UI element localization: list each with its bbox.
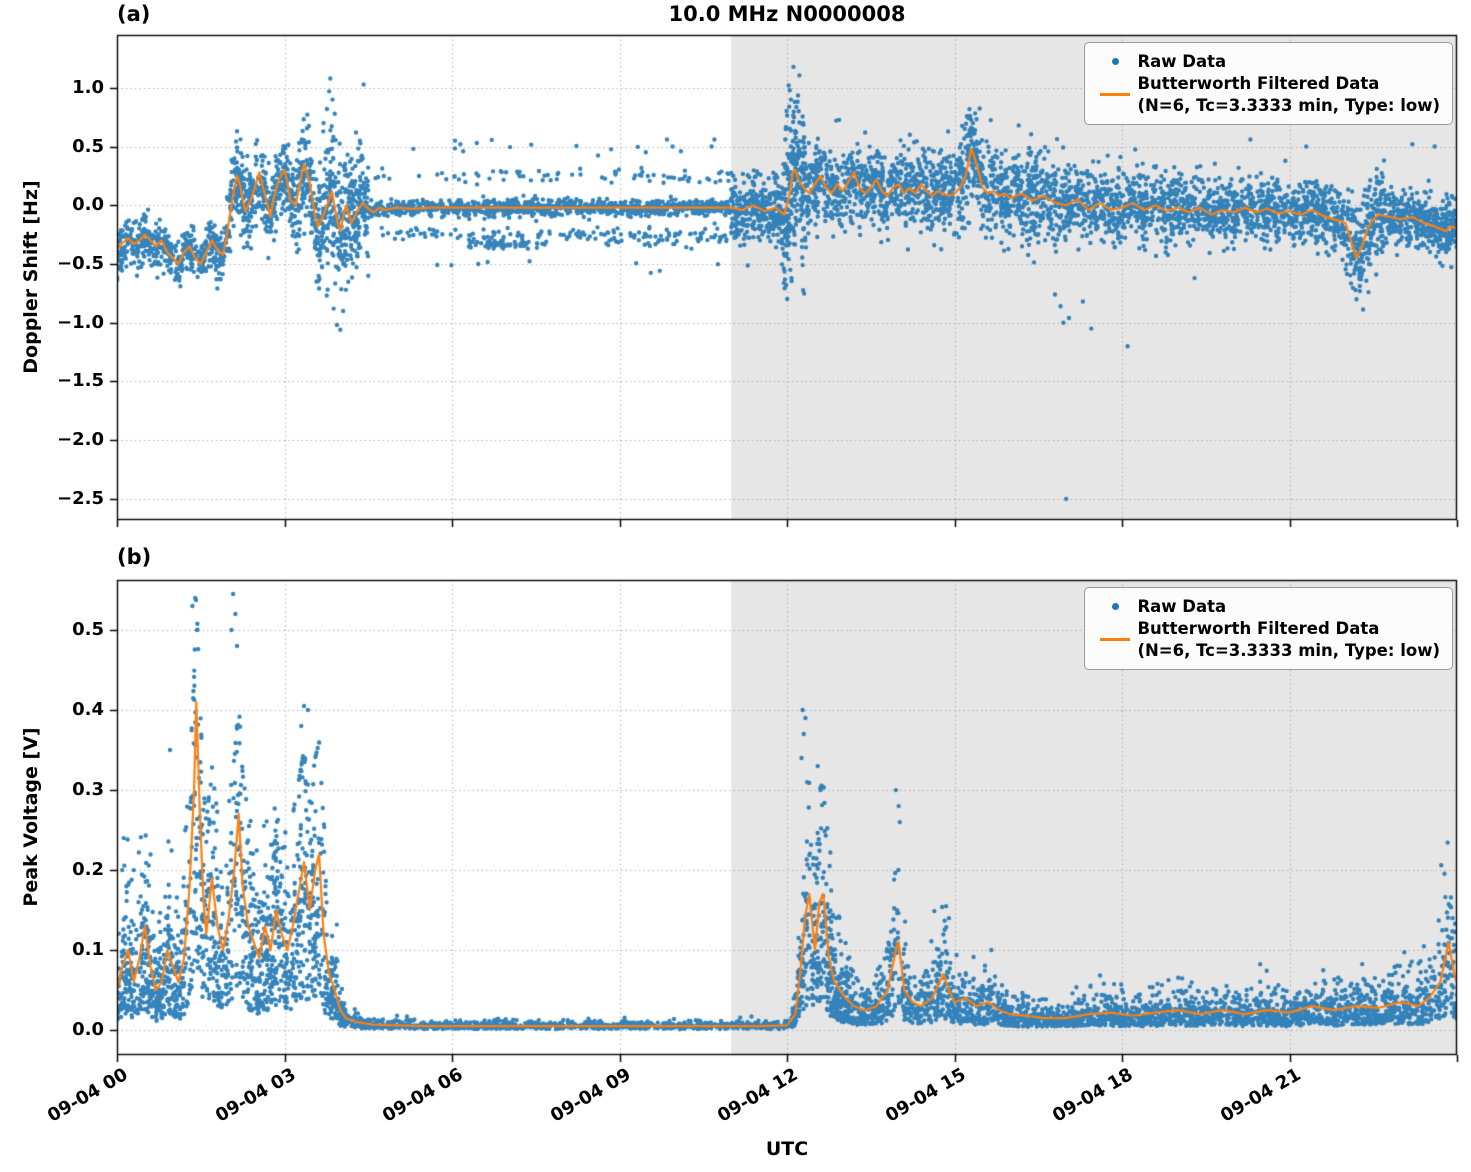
y-tick-label-a: −0.5: [57, 252, 104, 274]
legend-entry-filtered: Butterworth Filtered Data (N=6, Tc=3.333…: [1093, 618, 1440, 662]
legend-raw-label: Raw Data: [1137, 597, 1227, 616]
x-axis-label: UTC: [765, 1138, 809, 1160]
legend-filtered-label: Butterworth Filtered Data (N=6, Tc=3.333…: [1137, 73, 1440, 117]
legend-filtered-label: Butterworth Filtered Data (N=6, Tc=3.333…: [1137, 618, 1440, 662]
legend-filtered-line1: Butterworth Filtered Data: [1137, 618, 1380, 638]
y-tick-label-b: 0.4: [72, 699, 104, 721]
legend-entry-filtered: Butterworth Filtered Data (N=6, Tc=3.333…: [1093, 73, 1440, 117]
y-tick-label-a: 0.0: [72, 194, 104, 216]
y-tick-label-b: 0.5: [72, 619, 104, 641]
legend-raw-label: Raw Data: [1137, 52, 1227, 71]
raw-data-marker-icon: [1093, 603, 1137, 611]
y-tick-label-b: 0.3: [72, 779, 104, 801]
legend-filtered-line2: (N=6, Tc=3.3333 min, Type: low): [1137, 95, 1440, 115]
y-tick-label-a: 0.5: [72, 135, 104, 157]
y-tick-label-a: −2.0: [57, 429, 104, 451]
panel-a-label: (a): [117, 2, 151, 26]
filtered-line-marker-icon: [1093, 93, 1137, 97]
y-tick-label-a: −1.5: [57, 370, 104, 392]
filtered-line-marker-icon: [1093, 638, 1137, 642]
y-tick-label-a: −1.0: [57, 311, 104, 333]
panel-b-label: (b): [117, 545, 152, 569]
legend-filtered-line2: (N=6, Tc=3.3333 min, Type: low): [1137, 640, 1440, 660]
chart-title: 10.0 MHz N0000008: [668, 2, 906, 26]
raw-data-marker-icon: [1093, 58, 1137, 66]
legend-a: Raw Data Butterworth Filtered Data (N=6,…: [1084, 42, 1453, 126]
y-tick-label-a: 1.0: [72, 76, 104, 98]
legend-entry-raw: Raw Data: [1093, 51, 1440, 73]
y-tick-label-b: 0.2: [72, 859, 104, 881]
legend-entry-raw: Raw Data: [1093, 596, 1440, 618]
y-tick-label-b: 0.0: [72, 1019, 104, 1041]
y-tick-label-a: −2.5: [57, 487, 104, 509]
y-tick-label-b: 0.1: [72, 939, 104, 961]
legend-b: Raw Data Butterworth Filtered Data (N=6,…: [1084, 587, 1453, 671]
legend-filtered-line1: Butterworth Filtered Data: [1137, 73, 1380, 93]
